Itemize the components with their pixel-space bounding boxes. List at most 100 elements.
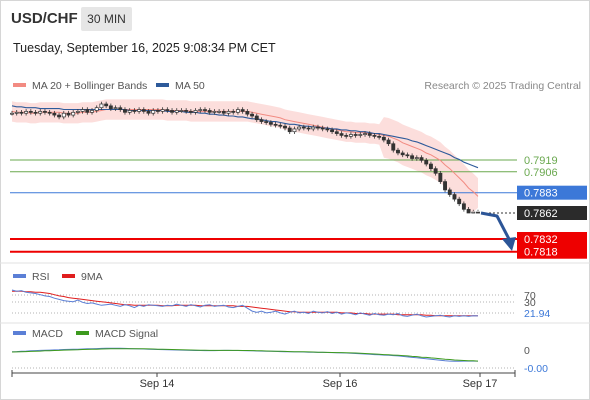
candle [344,133,349,139]
candle-body [476,211,480,214]
timestamp: Tuesday, September 16, 2025 9:08:34 PM C… [13,41,276,55]
candle-body [108,105,113,109]
candle-body [410,155,415,159]
candle-body [301,126,306,129]
candle-body [203,109,207,111]
candle [57,112,62,120]
x-tick-label-2: Sep 17 [463,378,498,390]
candle [113,105,118,111]
candle [226,109,231,116]
candle [410,153,415,161]
candle [264,119,269,125]
candle-body [367,133,372,136]
candle [24,109,29,116]
last-price-tag [517,206,587,220]
candle-body [90,110,94,113]
candle [316,124,320,131]
candle-body [250,113,255,117]
candle-body [85,109,90,113]
candle-body [47,111,52,114]
candle [90,108,94,115]
candle-body [160,109,165,112]
candle-body [245,111,250,115]
candle [104,101,109,109]
level-label-1: 0.7906 [524,167,558,179]
candle-body [428,163,433,170]
candle-body [221,111,226,114]
ma9-label: 9MA [81,271,103,283]
legend-macd-signal: MACD Signal [76,328,158,340]
candle-body [66,112,71,116]
candle [268,120,273,127]
level-label-4: 0.7818 [524,247,558,259]
symbol-title: USD/CHF [11,10,78,27]
candle-body [132,110,137,112]
candle-body [254,115,259,121]
ma9-swatch [62,274,75,279]
candle [80,107,85,114]
candle [141,107,146,114]
candle [108,103,113,111]
last-price-label: 0.7862 [524,208,558,220]
candle [400,150,405,158]
candle-body [386,139,391,145]
candle [132,108,137,114]
candle-body [273,123,278,126]
candle-body [452,194,457,200]
candle [94,105,99,113]
bollinger-label: MA 20 + Bollinger Bands [32,80,148,92]
timeframe-button[interactable]: 30 MIN [81,7,132,31]
legend-bollinger: MA 20 + Bollinger Bands [13,80,147,92]
candle-body [316,126,320,129]
candle [245,109,250,117]
candle [466,206,471,214]
candle-body [33,111,38,114]
candle [47,110,52,116]
level-tag-2 [517,185,587,200]
rsi-swatch [13,274,26,279]
candle [127,108,132,115]
candle-body [334,131,339,134]
rsi-label: RSI [32,271,50,283]
candle-body [217,111,222,113]
candle [61,110,66,120]
candle-body [311,126,316,130]
x-tick-label-0: Sep 14 [140,378,175,390]
candle-body [283,125,287,129]
ma20-line [11,109,479,197]
candle-body [264,121,269,123]
candle-body [344,135,349,137]
candle-body [165,109,170,111]
x-tick-label-1: Sep 16 [323,378,358,390]
candle-body [155,110,160,112]
candle-body [14,111,19,114]
candle-body [71,111,76,116]
candle [184,108,189,114]
candle-body [42,111,47,113]
candle-body [292,128,297,133]
candle-body [137,109,142,112]
candle-body [123,109,127,113]
candle-body [170,110,174,113]
candle [193,108,198,115]
candle-body [381,136,386,141]
candle [71,110,76,118]
candle-body [226,111,231,114]
macd-zero-label: 0 [524,345,530,357]
macd-signal-label: MACD Signal [95,328,159,340]
candle-body [372,135,377,137]
candle [283,123,287,131]
rsi-last-label: 21.94 [524,308,550,320]
macd-label: MACD [32,328,63,340]
candle [10,110,14,116]
candle [207,108,212,115]
candle-body [377,135,382,138]
candle-body [61,112,66,118]
candle [438,170,443,184]
candle [443,179,448,193]
candle-body [339,133,344,136]
candle-body [447,189,452,195]
candle-body [259,119,264,122]
candle-body [127,110,132,113]
candle [297,124,302,132]
